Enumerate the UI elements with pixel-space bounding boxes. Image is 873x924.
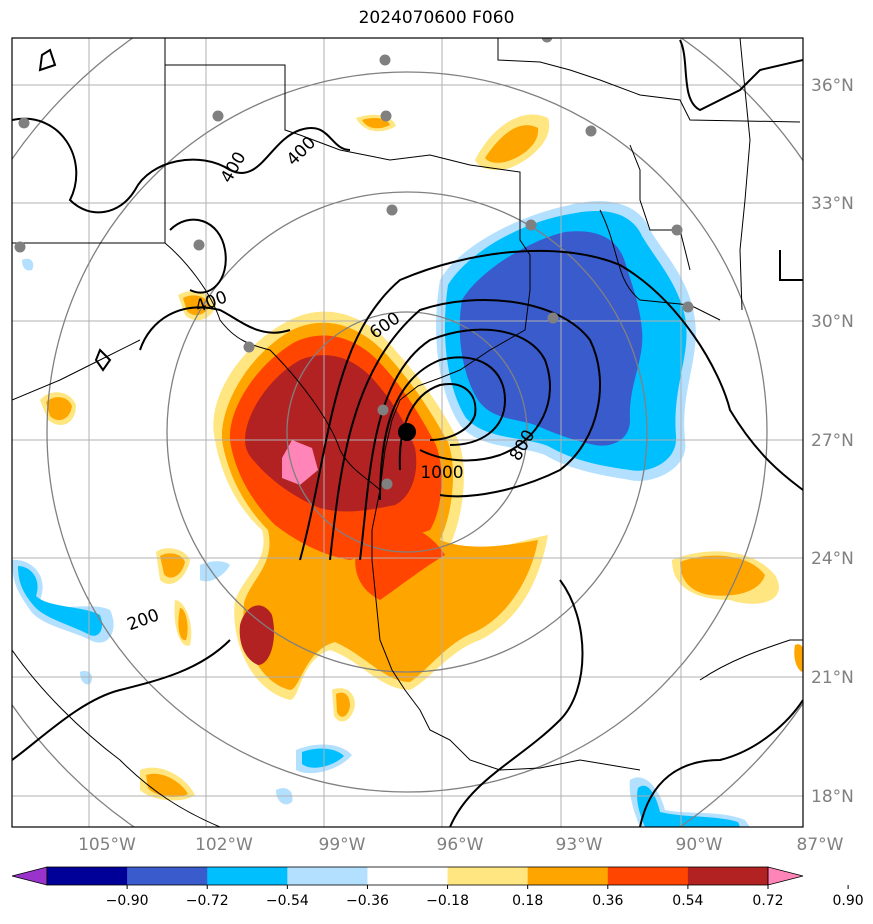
- station-dot: [525, 219, 537, 231]
- station-dot: [243, 341, 255, 353]
- lon-label: 96°W: [437, 835, 484, 855]
- colorbar-tick-label: 0.36: [592, 893, 623, 909]
- lat-label: 36°N: [811, 76, 854, 96]
- station-dot: [193, 239, 205, 251]
- colorbar-tick-label: 0.72: [752, 893, 783, 909]
- storm-center-dot: [398, 423, 416, 441]
- contour-label-1000: 1000: [420, 463, 463, 483]
- longitude-labels: 105°W 102°W 99°W 96°W 93°W 90°W 87°W: [78, 835, 844, 855]
- station-dot: [377, 404, 389, 416]
- colorbar-tick-label: −0.90: [106, 893, 149, 909]
- station-dot: [380, 110, 392, 122]
- lon-label: 90°W: [676, 835, 723, 855]
- colorbar-extend-low: [11, 866, 48, 886]
- map-frame: [11, 37, 804, 828]
- lon-label: 102°W: [195, 835, 253, 855]
- contour-labels: 400 400 400 600 800 1000 200: [125, 133, 540, 635]
- colorbar-segment: [127, 867, 208, 885]
- colorbar-tick-label: 0.54: [672, 893, 703, 909]
- colorbar-segment: [527, 867, 609, 885]
- station-dot: [541, 38, 553, 43]
- lon-label: 105°W: [78, 835, 136, 855]
- colorbar-frame: [46, 866, 769, 886]
- station-dot: [14, 241, 26, 253]
- colorbar-segment: [447, 867, 529, 885]
- latitude-labels: 36°N 33°N 30°N 27°N 24°N 21°N 18°N: [811, 76, 854, 807]
- station-dot: [386, 204, 398, 216]
- lat-lon-grid: [12, 38, 803, 827]
- colorbar-segment: [687, 867, 769, 885]
- colorbar-segment: [207, 867, 288, 885]
- colorbar-tick-label: 0.90: [833, 893, 864, 909]
- colorbar-segment: [47, 867, 128, 885]
- colorbar-segment: [287, 867, 368, 885]
- colorbar-tick-label: −0.54: [266, 893, 309, 909]
- colorbar-segment: [607, 867, 689, 885]
- station-dot: [547, 312, 559, 324]
- lat-label: 24°N: [811, 549, 854, 569]
- colorbar-tick-label: −0.36: [346, 893, 389, 909]
- lat-label: 33°N: [811, 194, 854, 214]
- lat-label: 30°N: [811, 312, 854, 332]
- station-dot: [212, 110, 224, 122]
- station-dots: [14, 38, 694, 490]
- lat-label: 21°N: [811, 668, 854, 688]
- colorbar-tick-label: 0.18: [512, 893, 543, 909]
- station-dot: [671, 224, 683, 236]
- colorbar-tick-label: −0.72: [186, 893, 229, 909]
- positive-shading: [40, 114, 803, 801]
- colorbar: −0.90 −0.72 −0.54 −0.36 −0.18 0.18 0.36 0.54 0.7…: [11, 866, 864, 909]
- station-dot: [18, 117, 30, 129]
- lon-label: 93°W: [556, 835, 603, 855]
- lon-label: 99°W: [319, 835, 366, 855]
- station-dot: [381, 478, 393, 490]
- lon-label: 87°W: [797, 835, 844, 855]
- height-contours: [12, 39, 803, 827]
- station-dot: [585, 125, 597, 137]
- station-dot: [682, 301, 694, 313]
- colorbar-segment: [367, 867, 449, 885]
- colorbar-extend-high: [767, 866, 804, 886]
- station-dot: [379, 54, 391, 66]
- lat-label: 27°N: [811, 431, 854, 451]
- colorbar-tick-label: −0.18: [426, 893, 469, 909]
- lat-label: 18°N: [811, 787, 854, 807]
- map-title: 2024070600 F060: [358, 8, 515, 28]
